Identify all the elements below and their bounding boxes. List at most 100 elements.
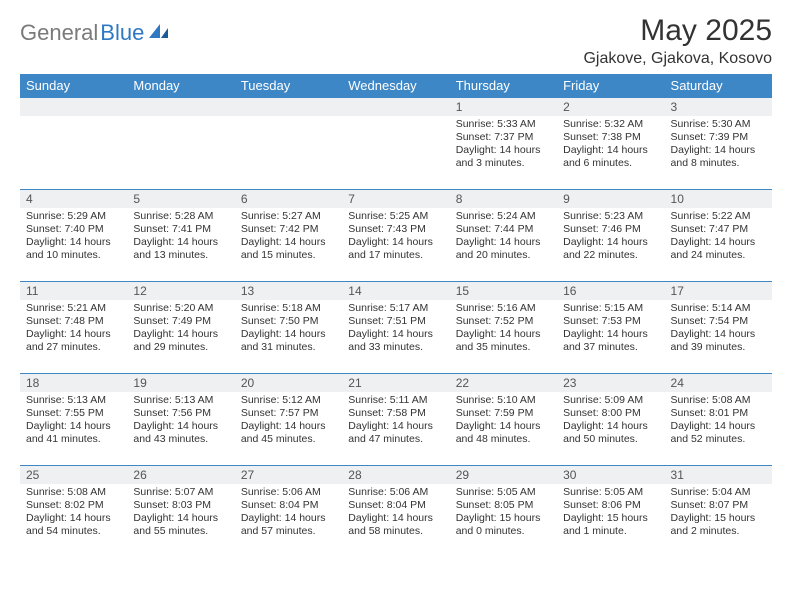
dl1-line: Daylight: 14 hours: [133, 236, 228, 249]
dl2-line: and 45 minutes.: [241, 433, 336, 446]
calendar-cell: 6Sunrise: 5:27 AMSunset: 7:42 PMDaylight…: [235, 190, 342, 282]
sunset-line: Sunset: 7:51 PM: [348, 315, 443, 328]
calendar-cell: 1Sunrise: 5:33 AMSunset: 7:37 PMDaylight…: [450, 98, 557, 190]
dl2-line: and 17 minutes.: [348, 249, 443, 262]
sunrise-line: Sunrise: 5:25 AM: [348, 210, 443, 223]
sunrise-line: Sunrise: 5:27 AM: [241, 210, 336, 223]
dl1-line: Daylight: 14 hours: [563, 236, 658, 249]
sunset-line: Sunset: 7:38 PM: [563, 131, 658, 144]
day-number: 13: [235, 282, 342, 300]
sunrise-line: Sunrise: 5:13 AM: [26, 394, 121, 407]
dl1-line: Daylight: 14 hours: [26, 420, 121, 433]
sunrise-line: Sunrise: 5:15 AM: [563, 302, 658, 315]
calendar-cell: 19Sunrise: 5:13 AMSunset: 7:56 PMDayligh…: [127, 374, 234, 466]
sunrise-line: Sunrise: 5:07 AM: [133, 486, 228, 499]
sunrise-line: Sunrise: 5:11 AM: [348, 394, 443, 407]
day-number: 29: [450, 466, 557, 484]
dl2-line: and 31 minutes.: [241, 341, 336, 354]
calendar-cell: 25Sunrise: 5:08 AMSunset: 8:02 PMDayligh…: [20, 466, 127, 558]
day-number: 5: [127, 190, 234, 208]
sunset-line: Sunset: 8:05 PM: [456, 499, 551, 512]
dl1-line: Daylight: 14 hours: [563, 144, 658, 157]
dl2-line: and 27 minutes.: [26, 341, 121, 354]
day-number: 4: [20, 190, 127, 208]
sunrise-line: Sunrise: 5:28 AM: [133, 210, 228, 223]
sunset-line: Sunset: 7:42 PM: [241, 223, 336, 236]
dl2-line: and 8 minutes.: [671, 157, 766, 170]
calendar-cell: 23Sunrise: 5:09 AMSunset: 8:00 PMDayligh…: [557, 374, 664, 466]
weekday-header: Friday: [557, 74, 664, 98]
dl1-line: Daylight: 14 hours: [26, 236, 121, 249]
day-data: Sunrise: 5:33 AMSunset: 7:37 PMDaylight:…: [450, 116, 557, 175]
dl2-line: and 37 minutes.: [563, 341, 658, 354]
calendar-cell: 31Sunrise: 5:04 AMSunset: 8:07 PMDayligh…: [665, 466, 772, 558]
dl2-line: and 52 minutes.: [671, 433, 766, 446]
calendar-page: General Blue May 2025 Gjakove, Gjakova, …: [0, 0, 792, 568]
day-data: Sunrise: 5:05 AMSunset: 8:06 PMDaylight:…: [557, 484, 664, 543]
calendar-week-row: 4Sunrise: 5:29 AMSunset: 7:40 PMDaylight…: [20, 190, 772, 282]
dl2-line: and 1 minute.: [563, 525, 658, 538]
day-data: Sunrise: 5:04 AMSunset: 8:07 PMDaylight:…: [665, 484, 772, 543]
dl2-line: and 33 minutes.: [348, 341, 443, 354]
weekday-header: Sunday: [20, 74, 127, 98]
calendar-cell: 20Sunrise: 5:12 AMSunset: 7:57 PMDayligh…: [235, 374, 342, 466]
calendar-cell: 30Sunrise: 5:05 AMSunset: 8:06 PMDayligh…: [557, 466, 664, 558]
sunset-line: Sunset: 7:50 PM: [241, 315, 336, 328]
sunrise-line: Sunrise: 5:16 AM: [456, 302, 551, 315]
day-data: Sunrise: 5:22 AMSunset: 7:47 PMDaylight:…: [665, 208, 772, 267]
day-number: 31: [665, 466, 772, 484]
calendar-cell: 29Sunrise: 5:05 AMSunset: 8:05 PMDayligh…: [450, 466, 557, 558]
calendar-cell: [20, 98, 127, 190]
sunrise-line: Sunrise: 5:12 AM: [241, 394, 336, 407]
sunrise-line: Sunrise: 5:24 AM: [456, 210, 551, 223]
day-number: 15: [450, 282, 557, 300]
dl2-line: and 22 minutes.: [563, 249, 658, 262]
dl2-line: and 43 minutes.: [133, 433, 228, 446]
day-data: Sunrise: 5:28 AMSunset: 7:41 PMDaylight:…: [127, 208, 234, 267]
calendar-cell: 27Sunrise: 5:06 AMSunset: 8:04 PMDayligh…: [235, 466, 342, 558]
weekday-header: Monday: [127, 74, 234, 98]
calendar-cell: 9Sunrise: 5:23 AMSunset: 7:46 PMDaylight…: [557, 190, 664, 282]
day-number: 24: [665, 374, 772, 392]
weekday-header: Thursday: [450, 74, 557, 98]
day-number: 10: [665, 190, 772, 208]
dl2-line: and 50 minutes.: [563, 433, 658, 446]
dl2-line: and 39 minutes.: [671, 341, 766, 354]
sunset-line: Sunset: 8:02 PM: [26, 499, 121, 512]
dl2-line: and 3 minutes.: [456, 157, 551, 170]
dl2-line: and 41 minutes.: [26, 433, 121, 446]
sunset-line: Sunset: 8:01 PM: [671, 407, 766, 420]
dl2-line: and 55 minutes.: [133, 525, 228, 538]
dl1-line: Daylight: 14 hours: [26, 328, 121, 341]
sunset-line: Sunset: 7:53 PM: [563, 315, 658, 328]
dl1-line: Daylight: 14 hours: [241, 236, 336, 249]
calendar-cell: 16Sunrise: 5:15 AMSunset: 7:53 PMDayligh…: [557, 282, 664, 374]
day-data: Sunrise: 5:18 AMSunset: 7:50 PMDaylight:…: [235, 300, 342, 359]
weekday-header: Wednesday: [342, 74, 449, 98]
calendar-cell: 14Sunrise: 5:17 AMSunset: 7:51 PMDayligh…: [342, 282, 449, 374]
dl2-line: and 29 minutes.: [133, 341, 228, 354]
calendar-week-row: 18Sunrise: 5:13 AMSunset: 7:55 PMDayligh…: [20, 374, 772, 466]
dl2-line: and 6 minutes.: [563, 157, 658, 170]
dl1-line: Daylight: 14 hours: [133, 420, 228, 433]
calendar-cell: 2Sunrise: 5:32 AMSunset: 7:38 PMDaylight…: [557, 98, 664, 190]
calendar-cell: 3Sunrise: 5:30 AMSunset: 7:39 PMDaylight…: [665, 98, 772, 190]
day-number: [20, 98, 127, 116]
sunrise-line: Sunrise: 5:33 AM: [456, 118, 551, 131]
dl2-line: and 20 minutes.: [456, 249, 551, 262]
sunset-line: Sunset: 7:44 PM: [456, 223, 551, 236]
sunrise-line: Sunrise: 5:08 AM: [26, 486, 121, 499]
sunrise-line: Sunrise: 5:06 AM: [241, 486, 336, 499]
sunset-line: Sunset: 7:58 PM: [348, 407, 443, 420]
calendar-cell: 22Sunrise: 5:10 AMSunset: 7:59 PMDayligh…: [450, 374, 557, 466]
day-number: 20: [235, 374, 342, 392]
sunrise-line: Sunrise: 5:23 AM: [563, 210, 658, 223]
sunrise-line: Sunrise: 5:29 AM: [26, 210, 121, 223]
dl1-line: Daylight: 14 hours: [456, 420, 551, 433]
logo-text-blue: Blue: [100, 20, 144, 46]
dl2-line: and 57 minutes.: [241, 525, 336, 538]
dl1-line: Daylight: 14 hours: [671, 328, 766, 341]
day-number: 26: [127, 466, 234, 484]
dl2-line: and 10 minutes.: [26, 249, 121, 262]
dl1-line: Daylight: 15 hours: [671, 512, 766, 525]
